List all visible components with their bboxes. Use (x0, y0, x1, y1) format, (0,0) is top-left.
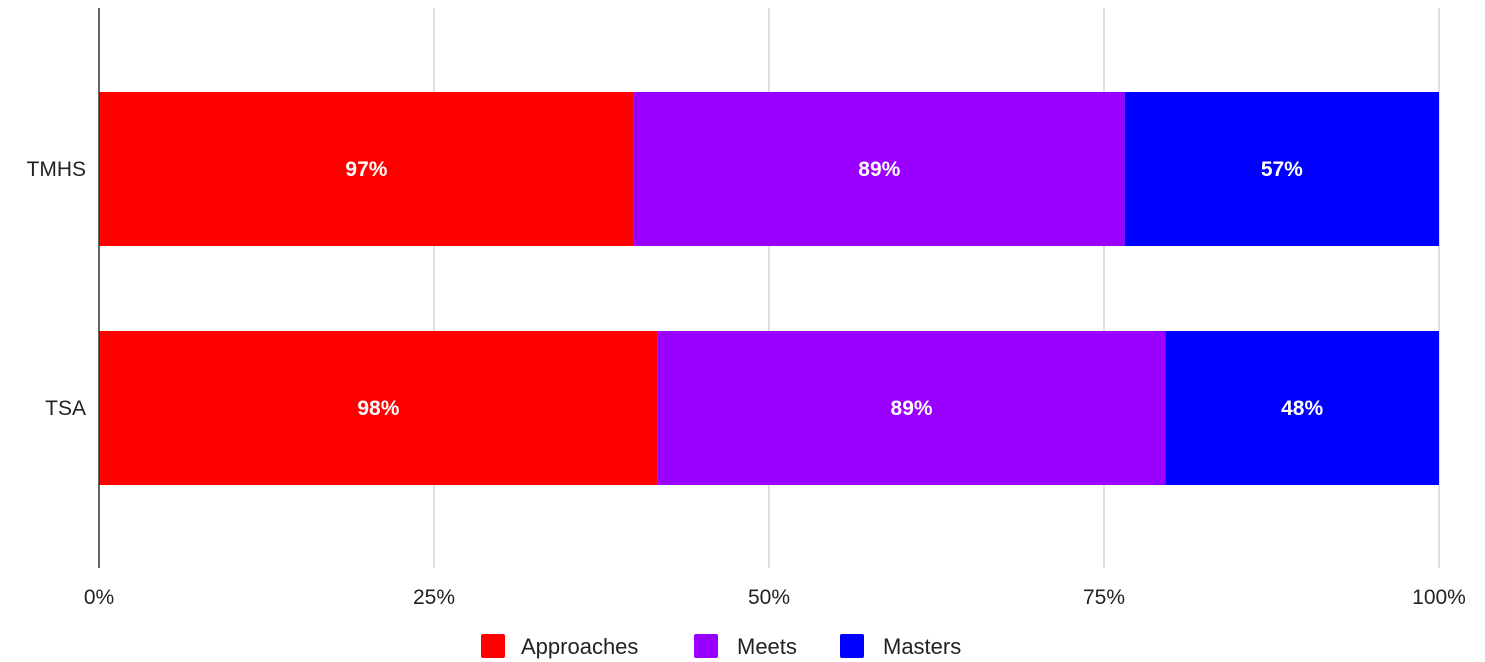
bar-tsa-meets (657, 331, 1166, 485)
x-tick-label: 50% (748, 586, 790, 609)
legend-swatch-masters (840, 634, 864, 658)
category-label-tmhs: TMHS (27, 158, 87, 181)
legend-label-meets: Meets (737, 634, 797, 659)
data-label: 57% (1261, 158, 1303, 181)
x-tick-label: 25% (413, 586, 455, 609)
bar-tsa-masters (1165, 331, 1439, 485)
legend-label-approaches: Approaches (521, 634, 638, 659)
bar-tsa-approaches (99, 331, 658, 485)
bars: 97% 89% 57% 98% 89% 48% (99, 92, 1439, 485)
bar-tmhs-meets (633, 92, 1125, 246)
category-label-tsa: TSA (45, 397, 86, 420)
legend-label-masters: Masters (883, 634, 961, 659)
legend-swatch-approaches (481, 634, 505, 658)
x-tick-label: 0% (84, 586, 114, 609)
data-label: 97% (345, 158, 387, 181)
legend-swatch-meets (694, 634, 718, 658)
data-label: 89% (858, 158, 900, 181)
bar-tmhs-approaches (99, 92, 634, 246)
category-labels: TMHS TSA (27, 158, 87, 420)
x-tick-label: 75% (1083, 586, 1125, 609)
x-tick-label: 100% (1412, 586, 1466, 609)
bar-tmhs-masters (1124, 92, 1439, 246)
data-label: 89% (891, 397, 933, 420)
data-label: 48% (1281, 397, 1323, 420)
data-label: 98% (357, 397, 399, 420)
x-tick-labels: 0% 25% 50% 75% 100% (84, 586, 1466, 609)
legend: Approaches Meets Masters (481, 634, 961, 659)
